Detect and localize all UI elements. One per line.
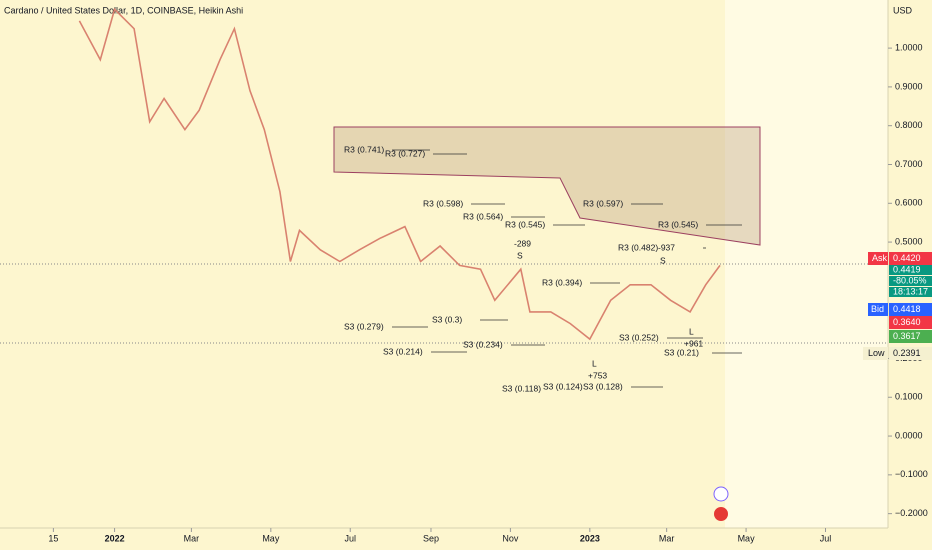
x-tick-label: 15 <box>48 533 58 543</box>
level-label: R3 (0.741) <box>344 144 384 154</box>
price-badge-label: 0.4419 <box>893 264 921 274</box>
chart-title: Cardano / United States Dollar, 1D, COIN… <box>4 5 243 15</box>
x-tick-label: May <box>738 533 756 543</box>
y-tick-label: 0.7000 <box>895 159 923 169</box>
x-tick-label: 2022 <box>105 533 125 543</box>
level-label: L <box>689 326 694 336</box>
level-label: R3 (0.727) <box>385 148 425 158</box>
price-badge <box>889 265 932 275</box>
x-tick-label: Sep <box>423 533 439 543</box>
level-label: R3 (0.597) <box>583 198 623 208</box>
level-label: R3 (0.394) <box>542 277 582 287</box>
level-label: +961 <box>684 338 703 348</box>
y-tick-label: 1.0000 <box>895 42 923 52</box>
level-label: S3 (0.279) <box>344 321 384 331</box>
price-badge <box>889 287 932 297</box>
price-line <box>78 7 721 341</box>
x-tick-label: Jul <box>344 533 356 543</box>
y-tick-label: 0.5000 <box>895 236 923 246</box>
level-label: R3 (0.545) <box>658 219 698 229</box>
price-badge <box>889 276 932 286</box>
price-badge <box>863 347 888 360</box>
price-badge-label: 0.4420 <box>893 253 921 263</box>
x-tick-label: Mar <box>659 533 675 543</box>
price-badge-label: 0.3617 <box>893 331 921 341</box>
price-badge-label: -80.05% <box>893 275 927 285</box>
level-label: -289 <box>514 238 531 248</box>
y-tick-label: −0.1000 <box>895 469 928 479</box>
level-label: S <box>517 250 523 260</box>
price-badge-label: 18:13:17 <box>893 286 928 296</box>
level-label: S3 (0.128) <box>583 381 623 391</box>
price-badge <box>889 316 932 329</box>
y-tick-label: 0.1000 <box>895 392 923 402</box>
level-label: S3 (0.21) <box>664 347 699 357</box>
event-icons <box>713 486 729 521</box>
x-tick-label: Jul <box>820 533 832 543</box>
level-label: R3 (0.598) <box>423 198 463 208</box>
price-badge <box>868 252 888 265</box>
price-badge <box>868 303 888 316</box>
level-label: S3 (0.234) <box>463 339 503 349</box>
axis-unit: USD <box>893 5 913 15</box>
level-label: S <box>660 255 666 265</box>
x-tick-label: Nov <box>502 533 519 543</box>
price-badge-label: 0.3640 <box>893 317 921 327</box>
y-tick-label: 0.0000 <box>895 430 923 440</box>
price-badge-label: Bid <box>871 304 884 314</box>
level-label: R3 (0.482) <box>618 242 658 252</box>
y-tick-label: −0.2000 <box>895 508 928 518</box>
price-badge <box>889 330 932 343</box>
level-label: R3 (0.564) <box>463 211 503 221</box>
level-label: S3 (0.124) <box>543 381 583 391</box>
event-icon <box>714 507 728 521</box>
level-label: S3 (0.118) <box>502 383 541 393</box>
x-tick-label: 2023 <box>580 533 600 543</box>
x-tick-label: Mar <box>184 533 200 543</box>
x-tick-label: May <box>262 533 280 543</box>
price-badge-label: 0.4418 <box>893 304 921 314</box>
level-label: S3 (0.214) <box>383 346 423 356</box>
event-icon <box>713 486 729 502</box>
level-label: S3 (0.252) <box>619 332 659 342</box>
range-box <box>333 126 761 246</box>
price-badge <box>889 347 932 360</box>
level-label: -937 <box>658 242 675 252</box>
price-badge-label: 0.2391 <box>893 348 921 358</box>
level-label: R3 (0.545) <box>505 219 545 229</box>
y-tick-label: 0.6000 <box>895 198 923 208</box>
level-label: +753 <box>588 370 607 380</box>
price-badge <box>889 252 932 265</box>
price-badge-label: Low <box>868 348 885 358</box>
level-label: L <box>592 358 597 368</box>
y-tick-label: 0.8000 <box>895 120 923 130</box>
level-label: S3 (0.3) <box>432 314 462 324</box>
y-tick-label: 0.9000 <box>895 81 923 91</box>
future-area <box>725 0 888 528</box>
price-badge <box>889 303 932 316</box>
price-badge-label: Ask <box>872 253 888 263</box>
